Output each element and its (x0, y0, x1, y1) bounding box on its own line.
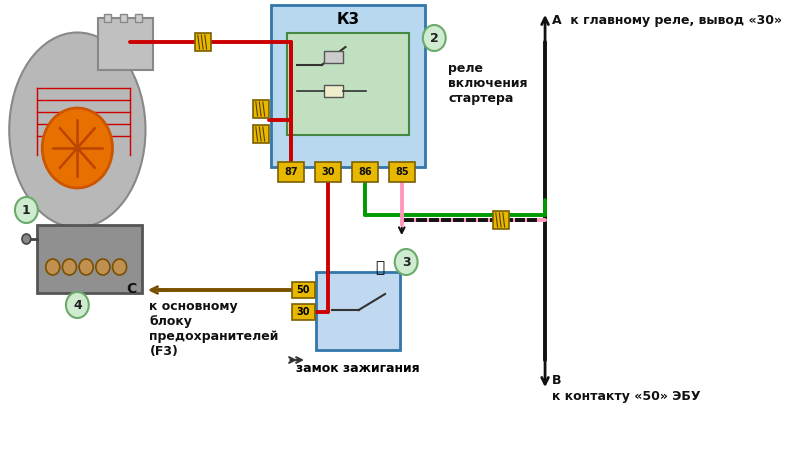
Bar (253, 125, 269, 143)
Text: 2: 2 (430, 32, 438, 44)
Bar (389, 162, 415, 182)
Text: К3: К3 (336, 11, 359, 26)
Text: С: С (126, 282, 136, 296)
Text: к контакту «50» ЭБУ: к контакту «50» ЭБУ (552, 389, 701, 403)
Circle shape (113, 259, 126, 275)
Text: 30: 30 (321, 167, 334, 177)
Circle shape (62, 259, 77, 275)
Bar (317, 272, 400, 350)
Bar (253, 100, 269, 118)
Text: к основному
блоку
предохранителей
(F3): к основному блоку предохранителей (F3) (150, 300, 279, 358)
Text: 🔑: 🔑 (375, 261, 384, 275)
Text: замок зажигания: замок зажигания (297, 362, 420, 375)
Bar (270, 5, 425, 167)
Bar (323, 85, 343, 97)
Bar (493, 211, 509, 229)
Bar (104, 14, 110, 22)
Text: 1: 1 (22, 203, 30, 217)
Text: 3: 3 (402, 255, 410, 269)
Circle shape (46, 259, 60, 275)
Text: 50: 50 (297, 285, 310, 295)
Bar (119, 14, 126, 22)
Circle shape (96, 259, 110, 275)
Bar (286, 33, 409, 135)
Circle shape (423, 25, 446, 51)
Text: В: В (552, 374, 562, 386)
Circle shape (66, 292, 89, 318)
Text: 86: 86 (358, 167, 372, 177)
Bar (195, 33, 211, 51)
Circle shape (15, 197, 38, 223)
Ellipse shape (10, 33, 146, 228)
Bar (323, 51, 343, 63)
Bar (292, 282, 314, 298)
Text: 4: 4 (73, 298, 82, 312)
Circle shape (22, 234, 30, 244)
Circle shape (79, 259, 93, 275)
Bar (37, 225, 142, 293)
Circle shape (394, 249, 418, 275)
Bar (98, 18, 153, 70)
Text: 87: 87 (284, 167, 298, 177)
Bar (278, 162, 304, 182)
Bar (292, 304, 314, 320)
Circle shape (42, 108, 113, 188)
Text: 85: 85 (395, 167, 409, 177)
Text: реле
включения
стартера: реле включения стартера (448, 62, 528, 105)
Text: 30: 30 (297, 307, 310, 317)
Text: А  к главному реле, вывод «30»: А к главному реле, вывод «30» (552, 14, 782, 27)
Bar (135, 14, 142, 22)
Bar (314, 162, 341, 182)
Bar (352, 162, 378, 182)
